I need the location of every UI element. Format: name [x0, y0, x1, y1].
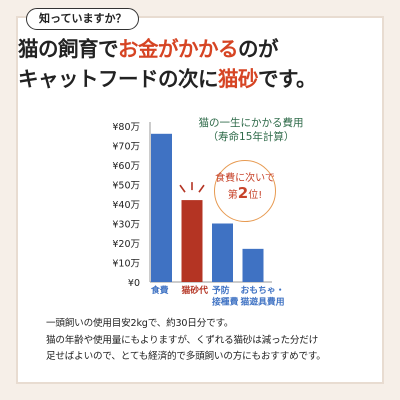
headline-text: です。 — [258, 67, 316, 91]
y-tick-label: ¥30万 — [112, 220, 140, 231]
headline-text: のが — [238, 37, 279, 61]
headline: 猫の飼育でお金がかかるのが キャットフードの次に猫砂です。 — [18, 34, 382, 94]
y-tick-label: ¥70万 — [112, 142, 140, 153]
category-label: おもちゃ・ — [241, 285, 285, 296]
emphasis-mark — [179, 184, 186, 193]
category-label: 接種費 — [212, 296, 239, 308]
category-label: 猫遊具費用 — [240, 296, 285, 308]
y-tick-label: ¥80万 — [112, 122, 140, 133]
y-tick-label: ¥60万 — [112, 161, 140, 172]
note-line: 猫の年齢や使用量にもよりますが、くずれる猫砂は減った分だけ — [46, 334, 319, 346]
note-line: 足せばよいので、とても経済的で多頭飼いの方にもおすすめです。 — [46, 351, 326, 362]
callout-text: 食費に次いで — [215, 173, 275, 184]
category-label: 食費 — [150, 284, 169, 296]
y-tick-label: ¥10万 — [112, 259, 140, 270]
bar-0 — [151, 133, 172, 282]
usage-notes: 一頭飼いの使用目安2kgで、約30日分です。 猫の年齢や使用量にもよりますが、く… — [46, 316, 376, 366]
callout-prefix: 第 — [227, 190, 238, 201]
bar-3 — [242, 248, 264, 282]
chart-subtitle: （寿命15年計算） — [207, 131, 295, 143]
chart-title-block: 猫の一生にかかる費用 （寿命15年計算） — [166, 116, 336, 144]
question-badge: 知っていますか？ — [26, 8, 140, 30]
rank-callout: 食費に次いで 第2位! — [214, 160, 276, 222]
callout-rank: 第2位! — [215, 185, 275, 204]
note-line: 一頭飼いの使用目安2kgで、約30日分です。 — [46, 318, 234, 329]
callout-rank-number: 2 — [237, 184, 249, 202]
bar-1 — [181, 200, 203, 282]
category-label: 猫砂代 — [181, 284, 209, 296]
chart-title: 猫の一生にかかる費用 — [198, 117, 304, 129]
y-tick-label: ¥40万 — [112, 200, 140, 211]
category-label: 予防 — [212, 284, 230, 296]
headline-text: 猫の飼育で — [18, 37, 119, 61]
callout-suffix: 位! — [248, 190, 263, 201]
y-tick-label: ¥0 — [128, 278, 140, 289]
info-card — [16, 16, 384, 384]
y-tick-label: ¥20万 — [112, 239, 140, 250]
emphasis-mark — [198, 184, 205, 193]
headline-highlight: 猫砂 — [218, 67, 259, 91]
headline-highlight: お金がかかる — [118, 37, 239, 61]
y-tick-label: ¥50万 — [112, 181, 140, 192]
headline-text: キャットフードの次に — [18, 67, 219, 91]
bar-2 — [212, 223, 233, 282]
